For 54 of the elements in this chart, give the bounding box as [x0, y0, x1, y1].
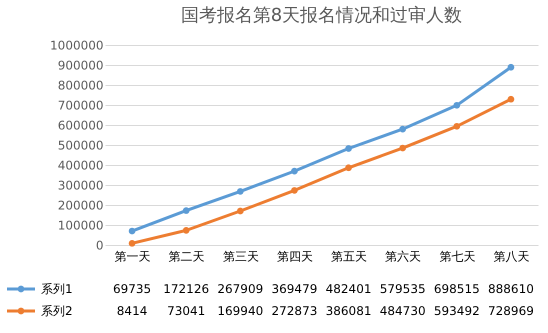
data-label: 69735: [112, 282, 152, 296]
point: [399, 126, 406, 132]
point: [345, 145, 352, 152]
data-label: 579535: [380, 282, 426, 296]
data-label: 593492: [434, 304, 480, 318]
point: [453, 122, 460, 130]
y-tick-label: 300000: [58, 178, 104, 192]
y-tick-label: 800000: [58, 78, 104, 92]
x-tick-label: 第六天: [385, 250, 422, 264]
data-label: 272873: [272, 304, 318, 318]
point: [453, 102, 460, 109]
data-label: 482401: [326, 282, 372, 296]
y-tick-label: 1000000: [50, 38, 104, 52]
point: [508, 64, 514, 71]
legend-label: 系列2: [41, 304, 73, 318]
point: [291, 168, 298, 174]
x-tick-label: 第一天: [114, 250, 151, 264]
y-tick-label: 500000: [58, 138, 104, 152]
point: [128, 228, 136, 234]
chart-title: 国考报名第8天报名情况和过审人数: [180, 5, 462, 26]
x-tick-label: 第三天: [222, 250, 259, 264]
data-label: 73041: [167, 304, 206, 318]
x-tick-label: 第八天: [493, 250, 530, 264]
x-tick-label: 第五天: [331, 250, 368, 264]
point: [399, 144, 406, 152]
point: [182, 227, 190, 234]
data-label: 484730: [380, 304, 426, 318]
y-tick-label: 600000: [58, 118, 104, 132]
point: [182, 207, 190, 214]
data-label: 888610: [488, 282, 534, 296]
data-label: 698515: [434, 282, 480, 296]
y-tick-label: 200000: [58, 198, 104, 212]
x-tick-label: 第七天: [439, 250, 476, 264]
data-label: 267909: [217, 282, 264, 296]
data-label: 728969: [488, 304, 534, 318]
data-label: 172126: [163, 282, 210, 296]
point: [345, 164, 352, 172]
y-tick-label: 400000: [58, 158, 104, 172]
point: [236, 188, 244, 195]
y-tick-label: 100000: [58, 218, 104, 232]
y-tick-label: 0: [96, 238, 104, 252]
data-label: 369479: [272, 282, 318, 296]
point: [291, 187, 298, 194]
x-tick-label: 第四天: [276, 250, 313, 264]
data-label: 386081: [326, 304, 372, 318]
y-tick-label: 700000: [58, 98, 104, 112]
legend-label: 系列1: [41, 282, 73, 296]
y-tick-label: 900000: [58, 58, 104, 72]
data-label: 8414: [116, 304, 148, 318]
point: [236, 208, 244, 214]
point: [508, 96, 514, 103]
point: [128, 240, 136, 247]
x-tick-label: 第二天: [168, 250, 205, 264]
data-label: 169940: [217, 304, 264, 318]
